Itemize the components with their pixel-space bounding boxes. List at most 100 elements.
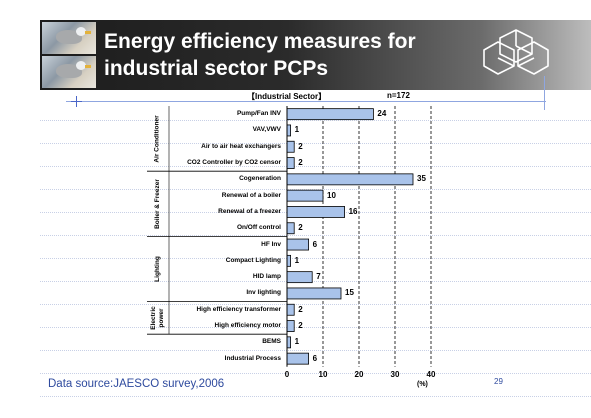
category-label: Air to air heat exchangers	[201, 142, 281, 150]
seagull-body	[56, 30, 82, 44]
bar	[286, 271, 313, 284]
bar-value-label: 24	[377, 109, 387, 119]
dotted-guide	[40, 350, 591, 351]
bar-value-label: 16	[348, 206, 358, 216]
bar	[286, 189, 324, 202]
accent-horizontal-rule	[66, 101, 546, 102]
x-tick-label: 10	[318, 370, 328, 379]
x-axis-unit: (%)	[417, 381, 428, 388]
category-label: Inv lighting	[246, 289, 281, 297]
x-tick-label: 40	[426, 370, 436, 379]
bar	[286, 238, 310, 251]
dotted-guide	[40, 166, 591, 167]
seagull-body	[56, 64, 82, 78]
category-label: HID lamp	[252, 273, 281, 281]
bar	[286, 173, 414, 186]
group-label-box: Electric power	[147, 302, 169, 335]
group-label: Electric power	[147, 302, 169, 335]
bar-value-label: 1	[294, 337, 300, 347]
bar	[286, 108, 374, 121]
bar-value-label: 7	[316, 272, 321, 282]
bar-value-label: 2	[298, 304, 303, 314]
sample-size-annotation: n=172	[387, 91, 410, 100]
dotted-guide	[40, 143, 591, 144]
bar	[286, 320, 295, 332]
seagull-beak	[85, 65, 91, 68]
bar	[286, 336, 291, 349]
seagull-beak	[85, 31, 91, 34]
bar-value-label: 2	[298, 321, 303, 331]
bar	[286, 206, 345, 218]
dotted-guide	[40, 189, 591, 190]
bar-value-label: 2	[298, 141, 303, 151]
category-label: Renewal of a boiler	[221, 191, 281, 199]
bar	[286, 140, 295, 153]
bar-value-label: 6	[312, 239, 318, 249]
bar-value-label: 15	[345, 288, 354, 298]
seagull-head	[76, 61, 86, 70]
category-label: CO2 Controller by CO2 censor	[187, 159, 281, 167]
bar	[286, 124, 291, 137]
bar	[286, 254, 291, 267]
bar-value-label: 10	[327, 190, 336, 200]
category-label: Renewal of a freezer	[218, 207, 281, 215]
bar-value-label: 2	[298, 158, 303, 168]
page-number: 29	[494, 377, 503, 386]
group-label-text: Boiler & Freezer	[154, 178, 162, 229]
bar-value-label: 2	[298, 223, 303, 233]
x-tick-label: 0	[284, 370, 290, 379]
dotted-guide	[40, 327, 591, 328]
category-label: Compact Lighting	[225, 256, 281, 264]
group-label-text: Lighting	[154, 256, 162, 282]
seagull-photo	[42, 56, 96, 88]
category-label: Cogeneration	[239, 175, 281, 183]
chart-title: 【Industrial Sector】	[247, 92, 327, 101]
category-label: HF Inv	[261, 240, 281, 248]
group-label-text: Electric power	[150, 306, 165, 330]
group-label-text: Air Conditioner	[154, 114, 161, 163]
slide-title: Energy efficiency measures for industria…	[104, 28, 484, 82]
group-label-box: Lighting	[147, 236, 169, 301]
group-label: Boiler & Freezer	[147, 171, 169, 236]
bar	[286, 157, 295, 169]
category-label: On/Off control	[236, 224, 281, 232]
hexagon-logo-icon	[483, 29, 549, 75]
group-label: Air Conditioner	[147, 106, 169, 171]
x-tick-label: 30	[390, 370, 400, 379]
bar-value-label: 1	[294, 125, 300, 135]
bar-value-label: 35	[417, 174, 426, 184]
bar	[286, 352, 310, 365]
category-label: High efficiency motor	[214, 322, 281, 330]
bar-value-label: 1	[294, 255, 300, 265]
category-label: VAV,VWV	[252, 126, 281, 134]
seagull-photo	[42, 22, 96, 54]
bar	[286, 222, 295, 235]
dotted-guide	[40, 396, 591, 397]
dotted-guide	[40, 235, 591, 236]
title-banner	[40, 20, 591, 90]
data-source-note: Data source:JAESCO survey,2006	[48, 378, 225, 390]
group-label: Lighting	[147, 236, 169, 301]
accent-vertical-rule	[544, 76, 545, 110]
group-label-box: Boiler & Freezer	[147, 171, 169, 236]
group-label-box: Air Conditioner	[147, 106, 169, 171]
category-label: Pump/Fan INV	[236, 110, 281, 118]
x-tick-label: 20	[354, 370, 364, 379]
slide-title-line1: Energy efficiency measures for	[104, 30, 416, 53]
dotted-guide	[40, 373, 591, 374]
crosshair-icon	[71, 96, 82, 107]
dotted-guide	[40, 281, 591, 282]
seagull-head	[76, 27, 86, 36]
category-label: BEMS	[262, 338, 281, 346]
slide-title-line2: industrial sector PCPs	[104, 57, 329, 80]
category-label: Industrial Process	[224, 354, 281, 362]
dotted-guide	[40, 258, 591, 259]
bar	[286, 303, 295, 316]
dotted-guide	[40, 304, 591, 305]
dotted-guide	[40, 120, 591, 121]
category-label: High efficiency transformer	[196, 305, 281, 313]
bar	[286, 287, 342, 300]
bar-value-label: 6	[312, 353, 318, 363]
